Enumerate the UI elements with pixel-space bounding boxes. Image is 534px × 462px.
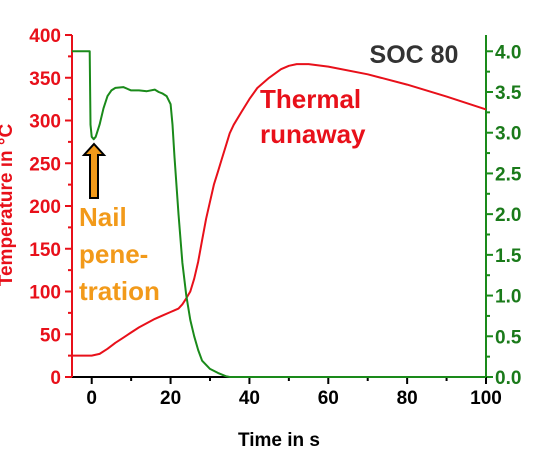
series-lines	[72, 50, 487, 378]
y-right-tick-label: 1.5	[495, 246, 522, 267]
y-left-tick-label: 300	[29, 112, 61, 133]
y-right-tick-label: 4.0	[495, 42, 521, 63]
x-axis-title: Time in s	[238, 430, 320, 451]
y-left-tick-label: 350	[29, 69, 61, 90]
x-tick-label: 40	[239, 388, 260, 409]
y-right-tick-label: 2.0	[495, 205, 521, 226]
y-right-tick-label: 2.5	[495, 164, 522, 185]
nail-penetration-label-line2: pene-	[79, 239, 148, 269]
voltage-series-line	[72, 50, 486, 378]
temperature-series-line	[72, 63, 487, 357]
soc-label: SOC 80	[370, 41, 459, 69]
y-axis-left-title: Temperature in °C	[0, 124, 17, 287]
thermal-runaway-label-line1: Thermal	[260, 84, 361, 114]
nail-arrow	[81, 142, 107, 199]
nail-arrow-icon	[81, 142, 107, 199]
x-tick-label: 60	[318, 388, 339, 409]
tick-labels: 0501001502002503003504000.00.51.01.52.02…	[29, 26, 522, 409]
y-right-tick-label: 3.0	[495, 124, 521, 145]
y-left-tick-label: 250	[29, 154, 61, 175]
y-right-tick-label: 1.0	[495, 287, 521, 308]
y-left-tick-label: 50	[40, 325, 61, 346]
x-tick-label: 0	[86, 388, 97, 409]
y-right-tick-label: 0.5	[495, 327, 522, 348]
y-left-tick-label: 150	[29, 240, 61, 261]
y-left-tick-label: 400	[29, 26, 61, 47]
thermal-runaway-label-line2: runaway	[260, 119, 366, 149]
y-right-tick-label: 3.5	[495, 83, 522, 104]
y-left-tick-label: 100	[29, 283, 61, 304]
x-tick-label: 20	[160, 388, 181, 409]
nail-penetration-label-line3: tration	[79, 276, 160, 306]
y-right-tick-label: 0.0	[495, 368, 521, 389]
y-left-tick-label: 200	[29, 197, 61, 218]
y-left-tick-label: 0	[50, 368, 61, 389]
x-tick-label: 100	[470, 388, 502, 409]
x-tick-label: 80	[397, 388, 418, 409]
nail-penetration-label-line1: Nail	[79, 202, 127, 232]
